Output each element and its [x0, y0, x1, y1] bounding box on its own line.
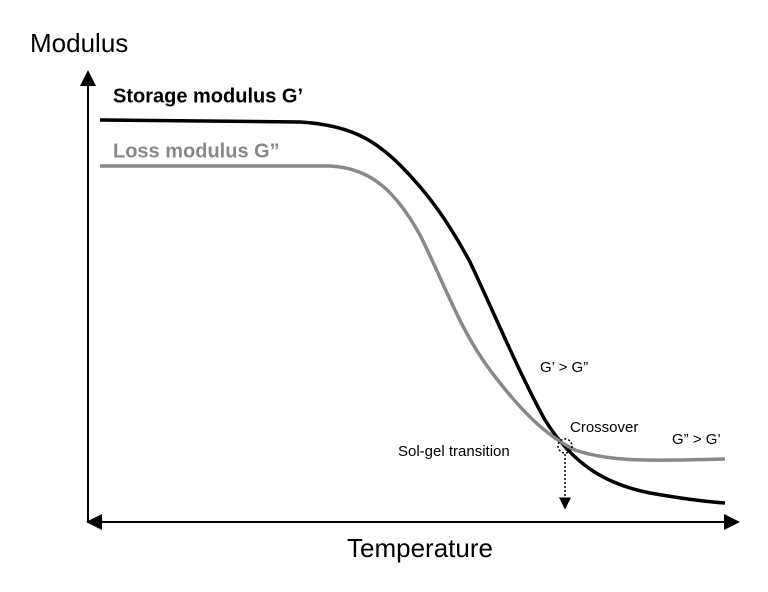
x-axis-label: Temperature	[347, 533, 493, 563]
loss-label: Loss modulus G”	[113, 140, 280, 162]
annotation: G” > G’	[672, 431, 721, 448]
annotation: G’ > G”	[540, 359, 588, 376]
crossover-marker	[557, 438, 573, 454]
annotation: Sol-gel transition	[398, 443, 510, 460]
storage-label: Storage modulus G’	[113, 85, 303, 107]
loss-curve	[100, 164, 726, 462]
y-axis-label: Modulus	[30, 28, 128, 58]
storage-curve	[99, 118, 726, 505]
annotation: Crossover	[570, 419, 638, 436]
